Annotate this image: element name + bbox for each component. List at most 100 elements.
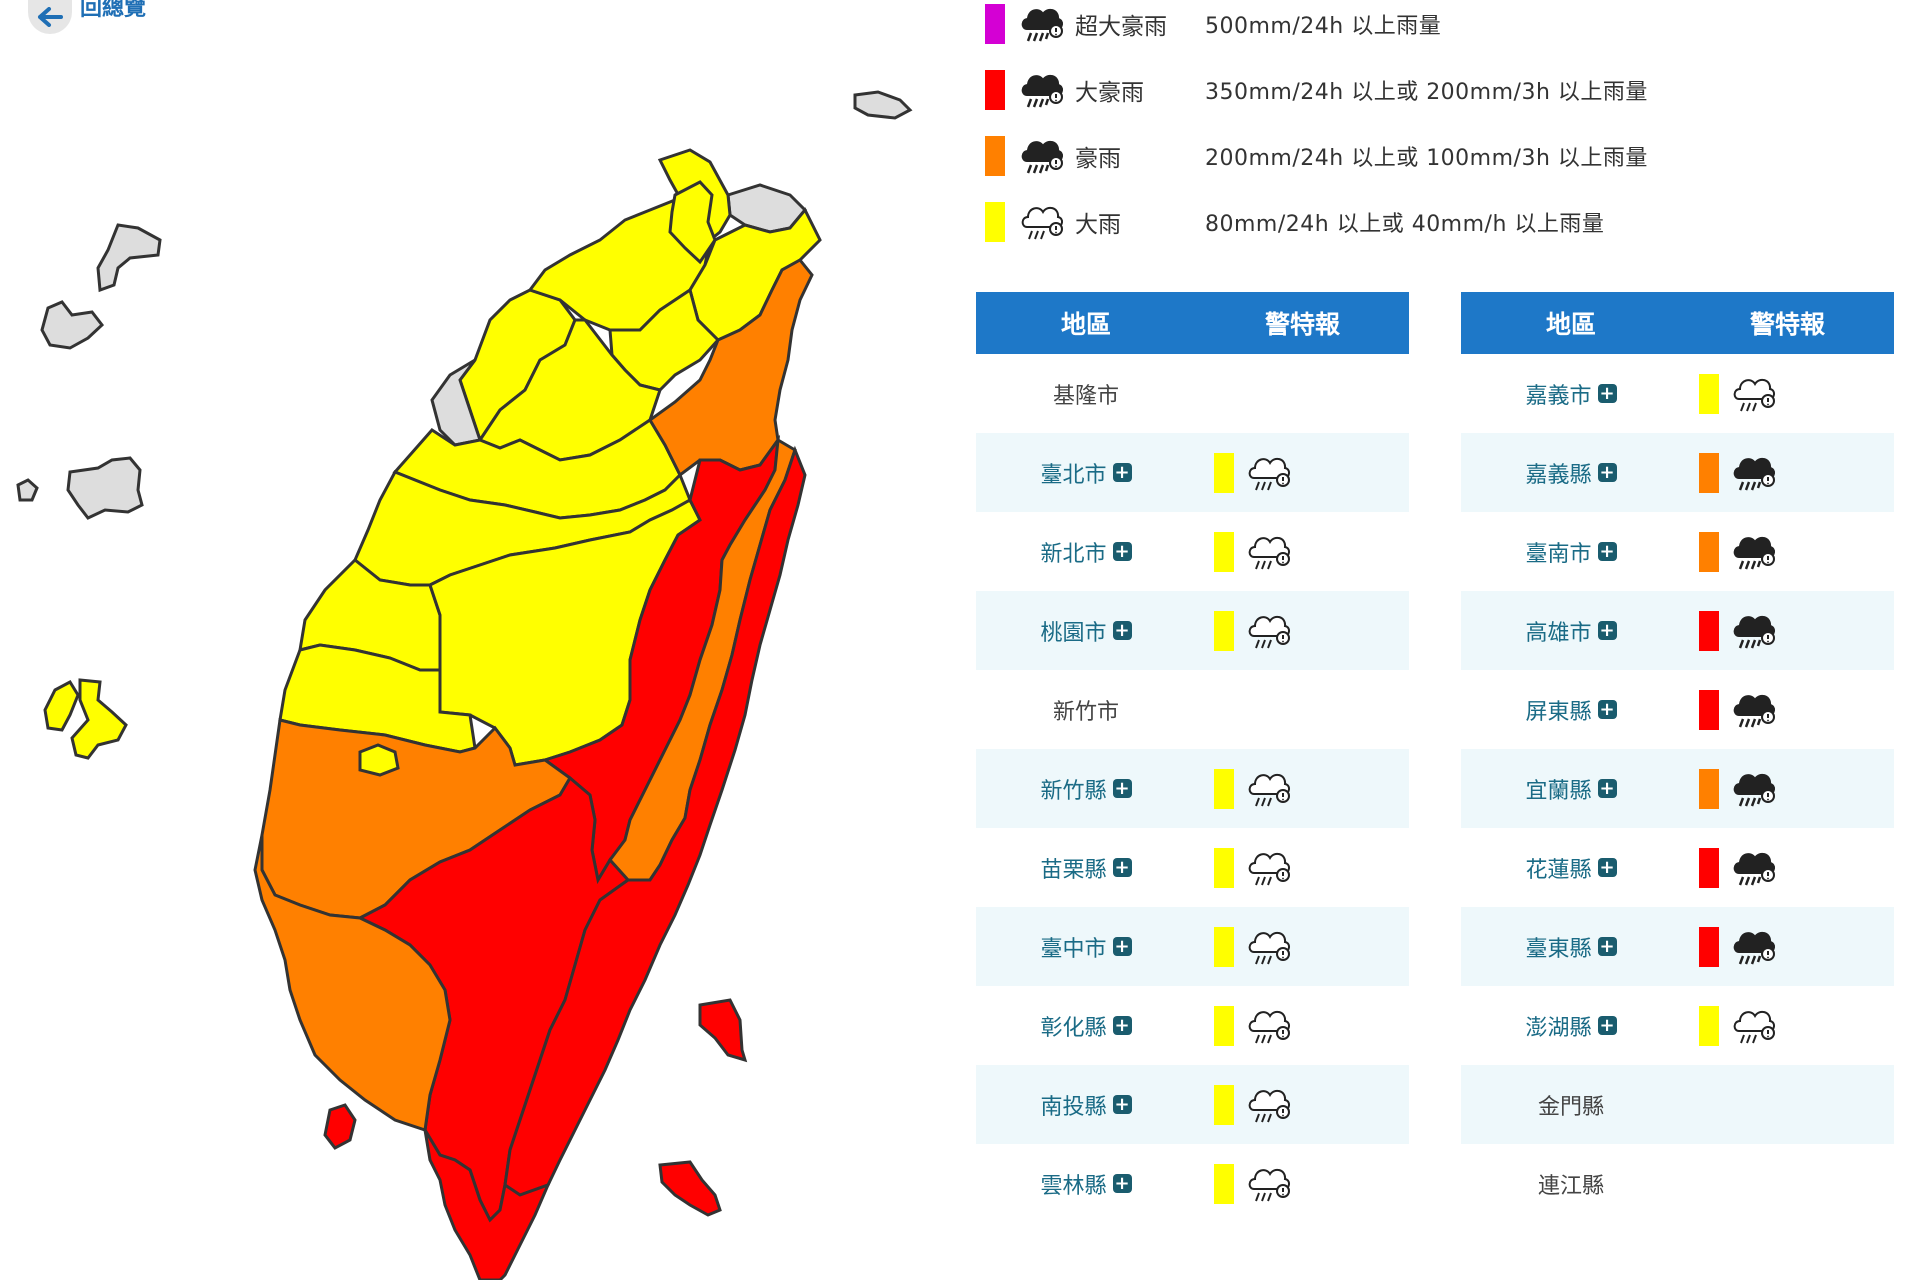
expand-plus-icon[interactable]: + (1112, 857, 1132, 878)
table-row: 彰化縣 + (976, 986, 1409, 1065)
legend-desc: 500mm/24h 以上雨量 (1205, 14, 1442, 39)
expand-plus-icon[interactable]: + (1597, 383, 1617, 404)
expand-plus-icon[interactable]: + (1597, 462, 1617, 483)
area-cell: 臺東縣 + (1461, 931, 1681, 963)
area-name[interactable]: 桃園市 (1040, 620, 1107, 646)
expand-plus-icon[interactable]: + (1112, 462, 1132, 483)
area-name[interactable]: 新竹縣 (1040, 778, 1107, 804)
map-region-pingtung[interactable] (423, 1129, 551, 1280)
back-arrow-icon (28, 0, 72, 34)
area-column-header: 地區 (1060, 310, 1111, 339)
table-row: 桃園市 + (976, 591, 1409, 670)
table-row: 嘉義市 + (1461, 354, 1894, 433)
map-region-liuqiu-island[interactable] (323, 1103, 357, 1150)
expand-plus-icon[interactable]: + (1112, 541, 1132, 562)
warning-cell (1196, 450, 1409, 496)
legend-name: 大雨 (1075, 212, 1121, 238)
expand-plus-icon[interactable]: + (1112, 936, 1132, 957)
area-name[interactable]: 臺北市 (1040, 462, 1107, 488)
warning-cell (1681, 1003, 1894, 1049)
legend-name: 超大豪雨 (1075, 14, 1167, 40)
map-region-matsu-north[interactable] (96, 223, 162, 293)
warning-cell (1681, 845, 1894, 891)
area-name[interactable]: 臺東縣 (1525, 936, 1592, 962)
warning-level-bar (1699, 373, 1719, 414)
map-region-taitung[interactable] (503, 445, 807, 1197)
map-region-penghu-south[interactable] (70, 678, 128, 760)
area-cell: 苗栗縣 + (976, 852, 1196, 884)
warning-level-bar (1214, 1005, 1234, 1046)
area-name[interactable]: 屏東縣 (1525, 699, 1592, 725)
warning-cell (1681, 371, 1894, 417)
map-region-yilan[interactable] (648, 258, 814, 478)
area-cell: 澎湖縣 + (1461, 1010, 1681, 1042)
map-region-tainan[interactable] (253, 834, 452, 1132)
rain-warning-icon (1246, 1161, 1292, 1207)
table-row: 花蓮縣 + (1461, 828, 1894, 907)
area-name[interactable]: 宜蘭縣 (1525, 778, 1592, 804)
map-region-taipei[interactable] (668, 180, 717, 265)
taiwan-warning-map (16, 90, 913, 1280)
warning-cell (1196, 529, 1409, 575)
legend-swatch (985, 4, 1005, 44)
warning-level-bar (1214, 531, 1234, 572)
back-to-overview-button[interactable]: 回總覽 (28, 0, 146, 34)
area-name[interactable]: 花蓮縣 (1525, 857, 1592, 883)
area-cell: 新竹縣 + (976, 773, 1196, 805)
table-row: 宜蘭縣 + (1461, 749, 1894, 828)
expand-plus-icon[interactable]: + (1597, 936, 1617, 957)
area-name[interactable]: 苗栗縣 (1040, 857, 1107, 883)
area-name[interactable]: 嘉義市 (1525, 383, 1592, 409)
area-name[interactable]: 臺南市 (1525, 541, 1592, 567)
area-cell: 臺南市 + (1461, 536, 1681, 568)
area-name[interactable]: 嘉義縣 (1525, 462, 1592, 488)
map-region-kinmen[interactable] (66, 456, 144, 520)
area-cell: 雲林縣 + (976, 1168, 1196, 1200)
expand-plus-icon[interactable]: + (1597, 620, 1617, 641)
table-row: 基隆市 (976, 354, 1409, 433)
expand-plus-icon[interactable]: + (1597, 1015, 1617, 1036)
expand-plus-icon[interactable]: + (1112, 1173, 1132, 1194)
area-cell: 基隆市 (976, 378, 1196, 410)
rain-warning-icon (1246, 529, 1292, 575)
expand-plus-icon[interactable]: + (1597, 699, 1617, 720)
expand-plus-icon[interactable]: + (1112, 1094, 1132, 1115)
map-region-kinmen-small[interactable] (16, 478, 39, 502)
expand-plus-icon[interactable]: + (1597, 778, 1617, 799)
rain-warning-icon (1731, 1003, 1777, 1049)
area-name[interactable]: 臺中市 (1040, 936, 1107, 962)
map-region-penghu-north[interactable] (43, 680, 80, 732)
table-row: 臺南市 + (1461, 512, 1894, 591)
map-region-green-island[interactable] (698, 998, 748, 1063)
area-cell: 宜蘭縣 + (1461, 773, 1681, 805)
map-region-chiayi-city[interactable] (358, 743, 400, 777)
warning-cell (1681, 687, 1894, 733)
map-region-orchid-island[interactable] (658, 1160, 722, 1217)
area-name[interactable]: 新北市 (1040, 541, 1107, 567)
area-name[interactable]: 澎湖縣 (1525, 1015, 1592, 1041)
warning-cell (1681, 450, 1894, 496)
area-name[interactable]: 高雄市 (1525, 620, 1592, 646)
area-name[interactable]: 南投縣 (1040, 1094, 1107, 1120)
table-row: 雲林縣 + (976, 1144, 1409, 1223)
legend-swatch (985, 70, 1005, 110)
expand-plus-icon[interactable]: + (1112, 778, 1132, 799)
expand-plus-icon[interactable]: + (1597, 857, 1617, 878)
expand-plus-icon[interactable]: + (1597, 541, 1617, 562)
very-heavy-rain-icon (1019, 133, 1065, 179)
warning-level-bar (1699, 768, 1719, 809)
expand-plus-icon[interactable]: + (1112, 1015, 1132, 1036)
warning-cell (1681, 529, 1894, 575)
area-cell: 嘉義縣 + (1461, 457, 1681, 489)
area-name[interactable]: 彰化縣 (1040, 1015, 1107, 1041)
warning-cell (1196, 845, 1409, 891)
rain-warning-icon (1246, 608, 1292, 654)
warning-level-bar (1214, 926, 1234, 967)
area-name[interactable]: 雲林縣 (1040, 1173, 1107, 1199)
map-region-matsu-south[interactable] (40, 300, 105, 350)
heavy-rain-warning-icon (1731, 687, 1777, 733)
expand-plus-icon[interactable]: + (1112, 620, 1132, 641)
legend-desc: 200mm/24h 以上或 100mm/3h 以上雨量 (1205, 146, 1648, 171)
warning-level-bar (1214, 847, 1234, 888)
area-name: 金門縣 (1537, 1094, 1604, 1120)
